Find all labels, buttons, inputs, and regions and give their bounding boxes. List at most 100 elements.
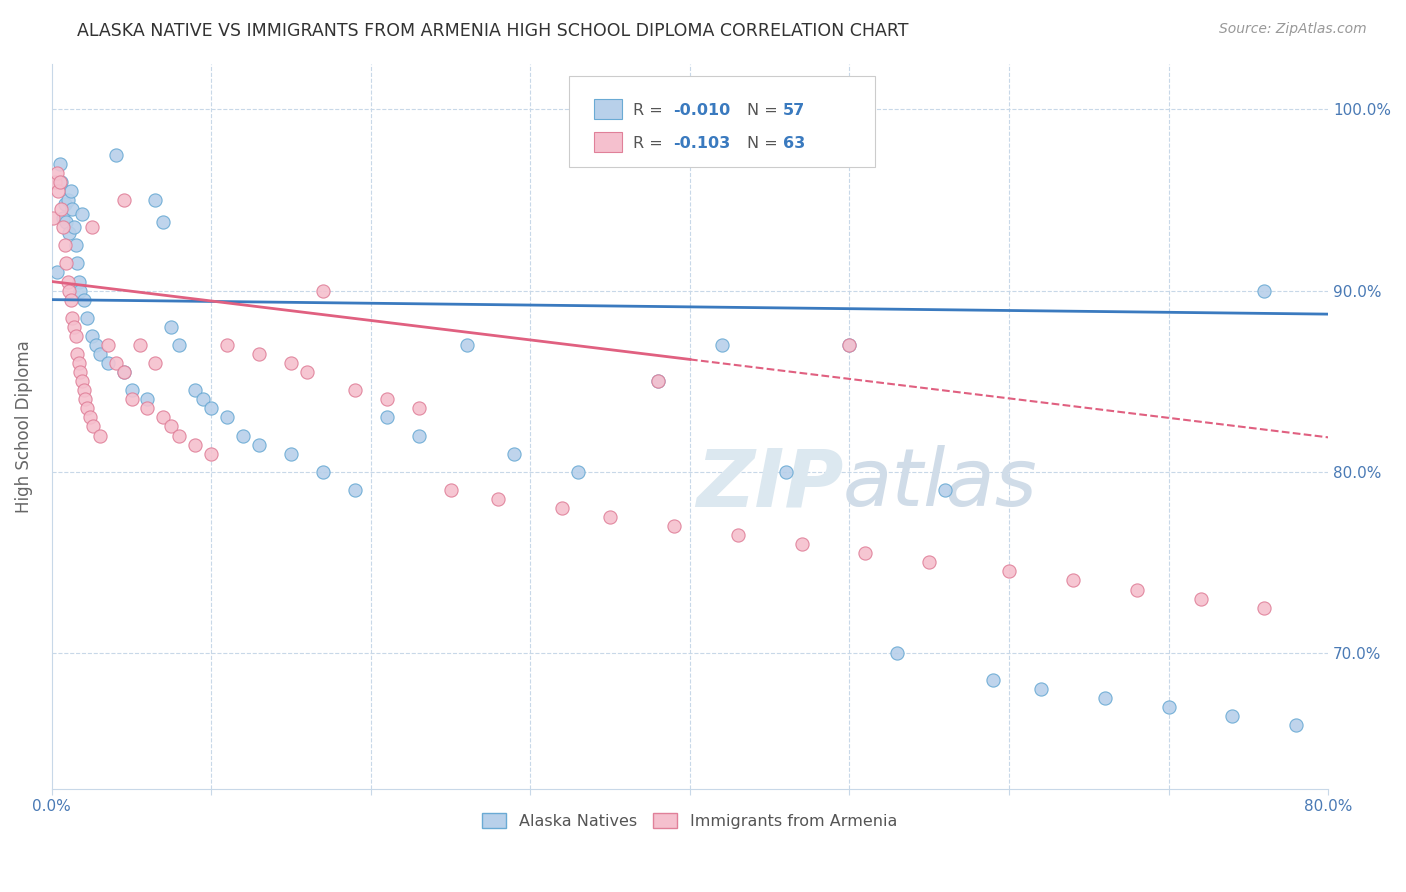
Point: [46, 184, 69, 198]
Text: ZIP: ZIP: [696, 445, 844, 524]
Point: [70, 374, 93, 388]
Point: [838, 338, 860, 352]
Point: [981, 673, 1004, 688]
Text: 57: 57: [783, 103, 806, 118]
Point: [45, 166, 67, 180]
Point: [343, 383, 366, 397]
Point: [280, 356, 302, 370]
Point: [67, 356, 90, 370]
Point: [136, 392, 159, 407]
Text: N =: N =: [748, 103, 783, 118]
Point: [62, 310, 84, 325]
Point: [52, 220, 75, 235]
Point: [152, 215, 174, 229]
Point: [1157, 700, 1180, 714]
Point: [1253, 284, 1275, 298]
Point: [66, 256, 89, 270]
Point: [886, 646, 908, 660]
FancyBboxPatch shape: [595, 132, 623, 153]
Point: [80, 220, 103, 235]
Point: [160, 319, 183, 334]
Point: [408, 401, 430, 416]
Point: [567, 465, 589, 479]
Point: [217, 410, 239, 425]
Point: [998, 565, 1021, 579]
Text: Source: ZipAtlas.com: Source: ZipAtlas.com: [1219, 22, 1367, 37]
Point: [86, 338, 108, 352]
Point: [599, 510, 621, 524]
Text: ALASKA NATIVE VS IMMIGRANTS FROM ARMENIA HIGH SCHOOL DIPLOMA CORRELATION CHART: ALASKA NATIVE VS IMMIGRANTS FROM ARMENIA…: [77, 22, 908, 40]
Point: [52, 211, 75, 225]
Point: [247, 437, 270, 451]
Point: [662, 519, 685, 533]
Point: [128, 338, 150, 352]
Point: [75, 392, 97, 407]
Point: [44, 175, 66, 189]
Point: [710, 338, 733, 352]
Point: [80, 329, 103, 343]
Point: [232, 428, 254, 442]
Point: [375, 392, 398, 407]
Point: [55, 256, 77, 270]
Point: [67, 275, 90, 289]
Point: [58, 284, 80, 298]
Point: [456, 338, 478, 352]
Text: -0.010: -0.010: [673, 103, 731, 118]
Point: [136, 401, 159, 416]
Point: [53, 238, 76, 252]
Point: [97, 338, 120, 352]
Point: [104, 356, 127, 370]
Point: [295, 365, 318, 379]
Point: [488, 491, 510, 506]
Text: 63: 63: [783, 136, 806, 152]
Point: [76, 401, 98, 416]
Point: [934, 483, 956, 497]
Point: [56, 193, 79, 207]
Point: [112, 365, 135, 379]
Point: [121, 383, 143, 397]
Point: [69, 365, 91, 379]
Point: [647, 374, 669, 388]
Point: [152, 410, 174, 425]
Point: [1189, 591, 1212, 606]
Point: [727, 528, 749, 542]
Point: [169, 338, 191, 352]
Point: [145, 356, 167, 370]
Y-axis label: High School Diploma: High School Diploma: [15, 340, 32, 513]
Point: [312, 284, 335, 298]
Point: [56, 275, 79, 289]
Point: [184, 437, 207, 451]
FancyBboxPatch shape: [595, 99, 623, 120]
Point: [1222, 709, 1244, 723]
Point: [1253, 600, 1275, 615]
Point: [439, 483, 461, 497]
Point: [918, 555, 941, 569]
Point: [79, 410, 101, 425]
Point: [1062, 574, 1084, 588]
Point: [48, 157, 70, 171]
Point: [280, 447, 302, 461]
Point: [1094, 691, 1116, 706]
Point: [62, 202, 84, 216]
Point: [200, 401, 222, 416]
Point: [66, 347, 89, 361]
Point: [59, 293, 82, 307]
Point: [160, 419, 183, 434]
Point: [65, 238, 87, 252]
Point: [45, 265, 67, 279]
Point: [112, 365, 135, 379]
Point: [200, 447, 222, 461]
Point: [53, 196, 76, 211]
Point: [169, 428, 191, 442]
Text: R =: R =: [633, 103, 668, 118]
Point: [838, 338, 860, 352]
Point: [70, 207, 93, 221]
Point: [184, 383, 207, 397]
Point: [82, 419, 104, 434]
Point: [790, 537, 813, 551]
Text: R =: R =: [633, 136, 668, 152]
Point: [855, 546, 877, 560]
Point: [63, 220, 86, 235]
Point: [69, 284, 91, 298]
Point: [51, 202, 73, 216]
